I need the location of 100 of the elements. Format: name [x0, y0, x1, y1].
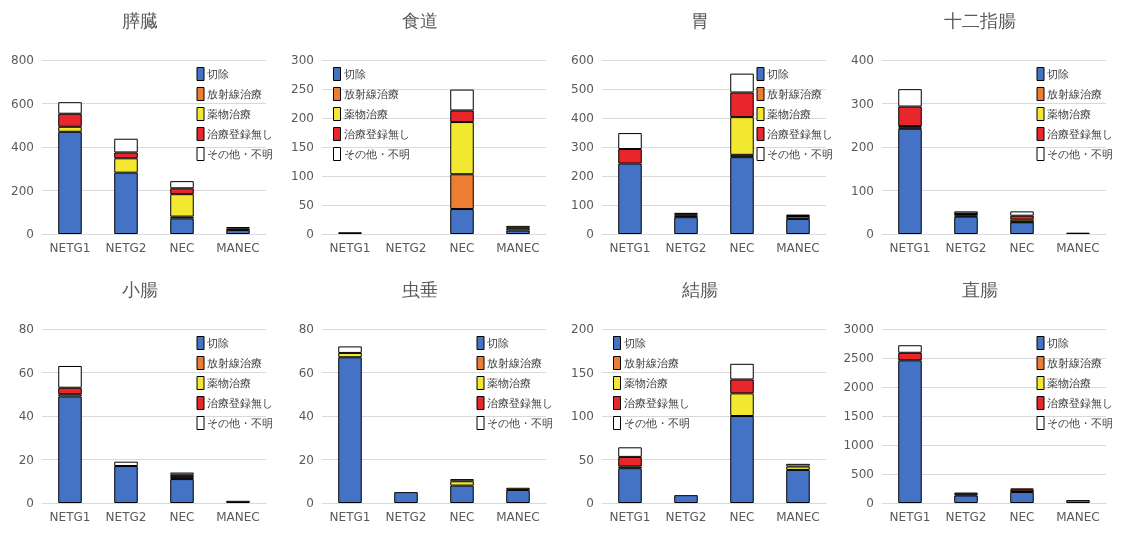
y-tick-label: 300	[571, 140, 594, 154]
y-tick-label: 200	[571, 169, 594, 183]
legend-label: その他・不明	[1047, 147, 1113, 161]
legend-label: 薬物治療	[1047, 376, 1091, 389]
y-tick-label: 400	[11, 140, 34, 154]
legend-label: 切除	[623, 336, 646, 349]
legend-label: 治療登録無し	[343, 127, 410, 141]
y-tick-label: 1000	[843, 437, 874, 452]
x-tick-label: NEC	[729, 241, 755, 255]
y-tick-label: 200	[291, 111, 314, 125]
y-tick-label: 1500	[843, 408, 874, 423]
x-tick-label: NEC	[449, 509, 475, 524]
x-tick-label: NETG2	[105, 509, 147, 524]
legend-label: 治療登録無し	[207, 396, 273, 409]
y-tick-label: 50	[578, 452, 594, 466]
legend-label: その他・不明	[207, 147, 273, 161]
legend-label: 薬物治療	[623, 376, 668, 389]
y-tick-label: 60	[18, 365, 34, 379]
x-tick-label: MANEC	[1056, 241, 1100, 255]
legend-label: 切除	[767, 67, 789, 81]
x-tick-label: NETG1	[889, 509, 931, 524]
x-tick-label: MANEC	[496, 241, 540, 255]
x-tick-label: NETG2	[105, 241, 147, 255]
y-tick-label: 100	[291, 169, 314, 183]
y-tick-label: 150	[291, 140, 314, 154]
y-tick-label: 0	[306, 227, 314, 241]
legend-label: 切除	[1047, 336, 1069, 349]
y-tick-label: 0	[26, 495, 34, 510]
y-tick-label: 0	[586, 495, 594, 510]
legend-label: 治療登録無し	[623, 396, 690, 409]
y-tick-label: 0	[866, 495, 874, 510]
x-tick-label: NETG1	[609, 241, 651, 255]
x-tick-label: MANEC	[776, 241, 820, 255]
y-tick-label: 20	[18, 452, 34, 466]
x-tick-label: NETG2	[665, 241, 707, 255]
y-tick-label: 400	[571, 111, 594, 125]
y-tick-label: 800	[11, 53, 34, 67]
y-tick-label: 300	[291, 53, 314, 67]
x-tick-label: NETG1	[889, 241, 931, 255]
legend-label: 薬物治療	[207, 376, 251, 389]
legend-label: 薬物治療	[1047, 107, 1091, 121]
y-tick-label: 40	[298, 408, 314, 423]
y-tick-label: 40	[18, 408, 34, 423]
legend-label: 切除	[1047, 67, 1069, 81]
x-tick-label: NETG1	[49, 241, 91, 255]
y-tick-label: 150	[571, 365, 594, 379]
y-tick-label: 500	[851, 466, 874, 481]
legend-label: 放射線治療	[343, 87, 399, 101]
y-tick-label: 0	[866, 227, 874, 241]
legend-label: その他・不明	[623, 416, 690, 429]
chart-title: 結腸	[681, 278, 718, 299]
legend-label: 放射線治療	[623, 356, 679, 369]
x-tick-label: MANEC	[496, 509, 540, 524]
x-tick-label: NEC	[729, 509, 755, 524]
y-tick-label: 0	[306, 495, 314, 510]
y-tick-label: 200	[11, 183, 34, 198]
x-tick-label: NEC	[449, 241, 475, 255]
legend-label: その他・不明	[487, 416, 553, 429]
x-tick-label: NETG1	[329, 509, 371, 524]
chart-title: 小腸	[122, 278, 158, 299]
legend-label: 治療登録無し	[207, 127, 273, 141]
y-tick-label: 0	[26, 227, 34, 241]
legend-label: その他・不明	[343, 147, 410, 161]
y-tick-label: 50	[298, 198, 314, 212]
legend-label: 治療登録無し	[1047, 127, 1113, 141]
y-tick-label: 60	[298, 365, 314, 379]
legend-label: 治療登録無し	[1047, 396, 1113, 409]
y-tick-label: 20	[298, 452, 314, 466]
y-tick-label: 3000	[843, 321, 874, 336]
legend-label: その他・不明	[1047, 416, 1113, 429]
y-tick-label: 200	[571, 321, 594, 336]
x-tick-label: NETG2	[945, 509, 987, 524]
legend-label: 放射線治療	[487, 356, 542, 369]
legend-label: 放射線治療	[1047, 87, 1102, 101]
legend-label: 薬物治療	[767, 107, 811, 121]
legend-label: 切除	[487, 336, 509, 349]
y-tick-label: 2500	[843, 350, 874, 365]
x-tick-label: NETG1	[49, 509, 91, 524]
x-tick-label: NETG2	[945, 241, 987, 255]
y-tick-label: 400	[851, 53, 874, 67]
y-tick-label: 200	[851, 140, 874, 154]
x-tick-label: NEC	[1009, 241, 1035, 255]
y-tick-label: 80	[298, 321, 314, 336]
x-tick-label: NETG2	[385, 509, 427, 524]
x-tick-label: MANEC	[216, 241, 260, 255]
chart-title: 食道	[402, 9, 438, 31]
y-tick-label: 80	[18, 321, 34, 336]
legend-label: 薬物治療	[343, 107, 388, 121]
x-tick-label: NEC	[169, 241, 195, 255]
y-tick-label: 250	[291, 82, 314, 96]
legend-label: 治療登録無し	[767, 127, 833, 141]
y-tick-label: 100	[571, 198, 594, 212]
y-tick-label: 500	[571, 82, 594, 96]
y-tick-label: 600	[571, 53, 594, 67]
legend-label: その他・不明	[207, 416, 273, 429]
y-tick-label: 2000	[843, 379, 874, 394]
y-tick-label: 100	[571, 408, 594, 423]
legend-label: 放射線治療	[207, 87, 262, 101]
legend-label: 放射線治療	[207, 356, 262, 369]
y-tick-label: 0	[586, 227, 594, 241]
